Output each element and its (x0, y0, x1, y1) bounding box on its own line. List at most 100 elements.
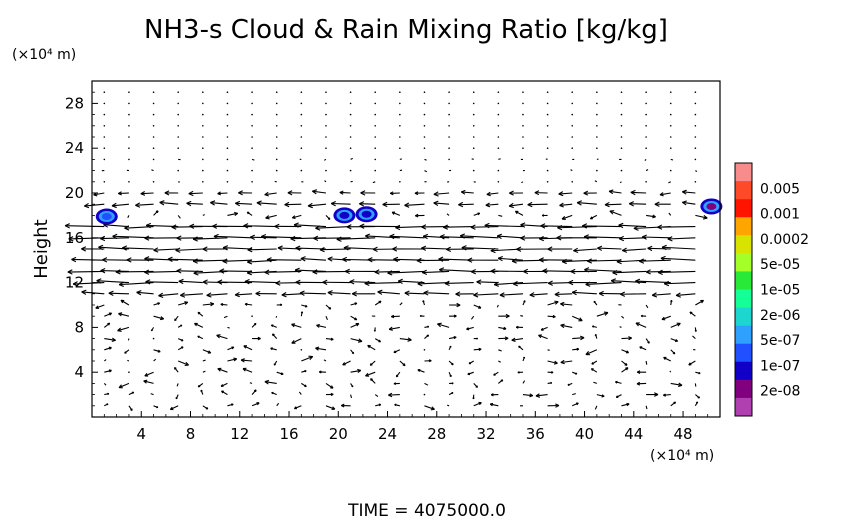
wind-vector (251, 169, 253, 172)
wind-vector (417, 281, 450, 287)
wind-vector (557, 224, 597, 231)
wind-vector (694, 158, 697, 161)
wind-vector (449, 302, 461, 308)
wind-vector (313, 235, 351, 242)
wind-vector (127, 359, 130, 362)
wind-vector (619, 235, 647, 242)
legend-swatch (735, 163, 752, 182)
wind-vector (360, 190, 376, 196)
wind-vector (572, 393, 576, 396)
wind-vector (275, 113, 278, 116)
wind-vector (522, 147, 524, 149)
wind-vector (244, 302, 253, 306)
wind-vector (493, 371, 499, 376)
x-axis: 4 8 12 16 20 24 28 32 36 40 44 48 (103, 411, 709, 443)
wind-vector (100, 235, 129, 242)
wind-vector (202, 91, 204, 93)
wind-vector (645, 147, 647, 149)
wind-vector (104, 337, 116, 342)
wind-vector (547, 371, 554, 374)
x-tick-label: 8 (186, 425, 196, 443)
wind-vector (433, 191, 450, 197)
wind-vector (497, 91, 500, 93)
wind-vector (415, 213, 425, 218)
wind-vector (682, 200, 696, 206)
wind-vector (176, 268, 203, 274)
wind-vector (508, 202, 524, 209)
x-tick-label: 12 (230, 425, 249, 443)
wind-vector (227, 403, 234, 407)
wind-vector (498, 313, 510, 319)
wind-vector (117, 326, 130, 332)
wind-vector (485, 202, 499, 208)
x-unit-label: (×10⁴ m) (650, 448, 714, 464)
wind-vector (520, 222, 548, 228)
wind-vector (620, 291, 647, 297)
wind-vector (468, 360, 475, 365)
wind-vector (349, 113, 352, 116)
wind-vector (374, 158, 377, 161)
wind-vector (255, 290, 277, 297)
wind-vector (619, 326, 622, 328)
wind-vector (399, 147, 401, 149)
wind-vector (608, 189, 622, 195)
x-tick-label: 48 (674, 425, 693, 443)
cloud-patches (95, 198, 723, 225)
wind-vector (153, 405, 159, 409)
wind-vector (177, 136, 179, 138)
wind-vector (364, 280, 400, 287)
wind-vector (192, 258, 228, 264)
wind-vector (645, 405, 648, 410)
wind-vector (571, 125, 574, 127)
wind-vector (417, 369, 425, 373)
wind-vector (150, 327, 155, 332)
wind-vector (571, 102, 574, 105)
wind-vector (596, 394, 605, 398)
wind-vector (498, 214, 503, 217)
wind-vector (217, 191, 228, 196)
wind-vector (682, 189, 696, 195)
wind-vector (171, 224, 203, 230)
wind-vector (167, 256, 203, 262)
wind-vector (541, 214, 548, 217)
wind-vector (276, 402, 280, 407)
y-unit-label: (×10⁴ m) (12, 47, 76, 63)
x-tick-label: 20 (329, 425, 348, 443)
wind-vector (583, 234, 622, 240)
wind-vector (399, 136, 401, 138)
wind-vector (516, 246, 548, 252)
wind-vector (414, 191, 425, 196)
wind-vector (176, 235, 203, 241)
wind-vector (522, 300, 526, 306)
wind-vector (370, 378, 376, 384)
wind-vector (558, 191, 573, 197)
y-axis: 4 8 12 16 20 24 28 (65, 91, 98, 407)
wind-vector (324, 180, 327, 183)
wind-vector (486, 191, 499, 197)
wind-vector (301, 369, 307, 373)
wind-vector (325, 113, 327, 116)
wind-vector (498, 379, 504, 384)
wind-vector (694, 125, 697, 127)
wind-vector (695, 214, 708, 220)
wind-vector (226, 113, 229, 116)
wind-vector (620, 169, 623, 172)
wind-vector (202, 181, 204, 183)
wind-vector (325, 91, 327, 93)
wind-vector (265, 214, 277, 220)
wind-vector (350, 349, 355, 355)
wind-vector (374, 102, 377, 105)
wind-vector (423, 393, 426, 396)
wind-vector (210, 200, 228, 206)
wind-vector (153, 247, 179, 253)
wind-vector (152, 113, 155, 116)
legend-swatch (735, 361, 752, 381)
wind-vector (293, 222, 326, 228)
wind-vector (448, 125, 450, 127)
wind-vector (694, 113, 697, 116)
wind-vector (497, 113, 500, 116)
wind-vector (449, 382, 454, 385)
wind-vector (490, 393, 499, 397)
cloud-patch (355, 206, 378, 223)
